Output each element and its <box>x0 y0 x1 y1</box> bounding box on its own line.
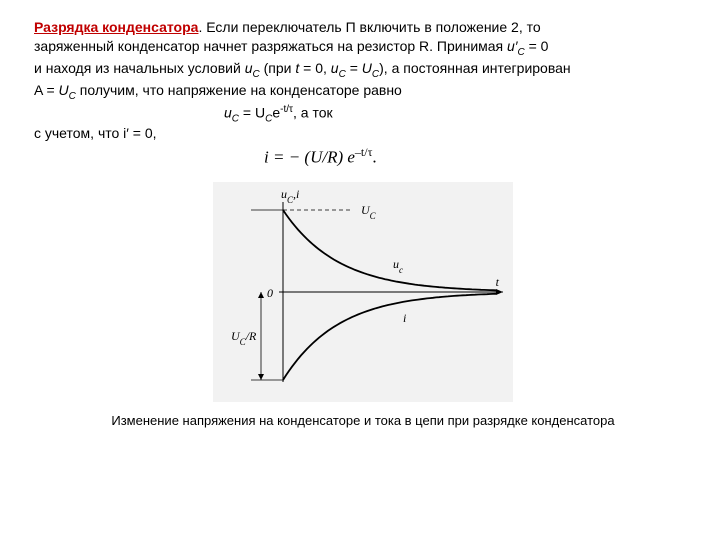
paragraph: Разрядка конденсатора. Если переключател… <box>34 18 692 104</box>
sub-c-1: C <box>517 47 524 58</box>
eq1-sub1: C <box>232 113 239 124</box>
figure-wrap: uC,iUCucit0UC/R <box>34 182 692 407</box>
equation-uc: uC = UCe-t/τ, а ток <box>224 104 692 124</box>
p5: с учетом, что i′ = 0, <box>34 124 692 143</box>
p4b: получим, что напряжение на конденсаторе … <box>76 82 402 98</box>
eq0-1: = 0 <box>525 38 549 54</box>
equation-i: i = − (U/R) e–t/τ. <box>264 145 692 168</box>
sub-c-5: C <box>69 91 76 102</box>
p2: заряженный конденсатор начнет разряжатьс… <box>34 38 507 54</box>
p1-tail: . Если переключатель П включить в положе… <box>198 19 540 35</box>
svg-text:i: i <box>403 311 406 325</box>
eq1-exp: -t/τ <box>280 104 293 115</box>
sub-c-2: C <box>252 69 259 80</box>
eq1-u: u <box>224 104 232 120</box>
Uc2: U <box>59 82 69 98</box>
eqz: = 0, <box>299 60 331 76</box>
eqm-body: i = − (U/R) e <box>264 148 355 167</box>
sub-c-3: C <box>339 69 346 80</box>
eqm-dot: . <box>372 148 376 167</box>
eq1-d: , а ток <box>293 104 333 120</box>
discharge-chart: uC,iUCucit0UC/R <box>213 182 513 402</box>
u-prime: u′ <box>507 38 517 54</box>
uc-l2: u <box>331 60 339 76</box>
eqm-exp: –t/τ <box>355 145 373 159</box>
eq1-e: e <box>272 104 280 120</box>
figure-caption: Изменение напряжения на конденсаторе и т… <box>34 413 692 428</box>
Uc: U <box>362 60 372 76</box>
svg-text:0: 0 <box>267 286 273 300</box>
p3a: и находя из начальных условий <box>34 60 245 76</box>
eq1-b: = U <box>239 104 265 120</box>
p3b: (при <box>260 60 296 76</box>
p4a: A = <box>34 82 59 98</box>
section-title: Разрядка конденсатора <box>34 19 198 35</box>
p3c: ), а постоянная интегрирован <box>379 60 571 76</box>
